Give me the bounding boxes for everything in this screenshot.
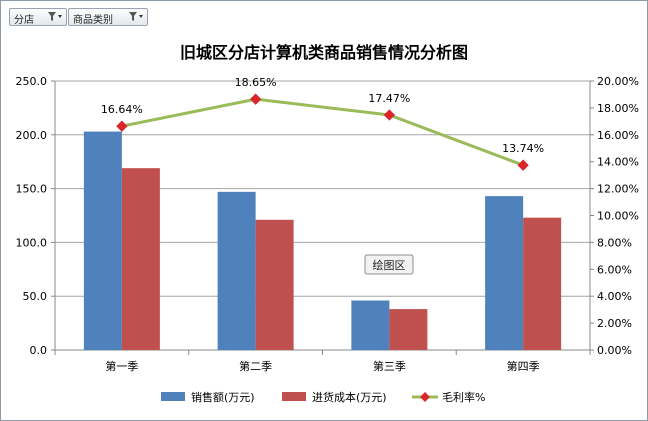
right-axis-tick-label: 10.00% — [597, 210, 639, 223]
axes: 0.0 50.0 100.0 150.0 200.0 250.0 0.00% 2.00% 4.0… — [16, 75, 639, 373]
bar-cost — [523, 217, 562, 350]
left-axis-tick-label: 0.0 — [30, 344, 48, 357]
right-axis-tick-label: 20.00% — [597, 75, 639, 88]
category-label: 第四季 — [507, 359, 540, 373]
legend-label: 毛利率% — [442, 390, 485, 404]
bar-sales — [217, 191, 256, 350]
margin-data-label: 18.65% — [235, 76, 277, 89]
right-axis-tick-label: 0.00% — [597, 344, 632, 357]
right-axis-tick-label: 12.00% — [597, 183, 639, 196]
category-label: 第二季 — [239, 359, 272, 373]
bar-cost — [389, 309, 428, 350]
left-axis-tick-label: 150.0 — [16, 183, 48, 196]
legend-swatch — [282, 392, 306, 401]
margin-line: 16.64% 18.65% 17.47% 13.74% — [101, 76, 544, 171]
right-axis-tick-label: 18.00% — [597, 102, 639, 115]
bar-sales — [351, 300, 390, 350]
left-axis-tick-label: 50.0 — [23, 290, 48, 303]
margin-data-label: 13.74% — [502, 142, 544, 155]
filter-icon — [48, 12, 62, 21]
filter-label-category: 商品类别 — [73, 15, 113, 26]
legend-marker — [420, 392, 430, 402]
chart-title: 旧城区分店计算机类商品销售情况分析图 — [180, 43, 468, 62]
right-axis-tick-label: 8.00% — [597, 236, 632, 249]
bars — [83, 131, 562, 350]
left-axis-tick-label: 200.0 — [16, 129, 48, 142]
plot-area-tooltip: 绘图区 — [364, 254, 414, 275]
category-label: 第一季 — [105, 359, 138, 373]
left-axis-tick-label: 250.0 — [16, 75, 48, 88]
margin-line-marker — [116, 120, 128, 132]
margin-data-label: 17.47% — [368, 92, 410, 105]
right-axis-tick-label: 2.00% — [597, 317, 632, 330]
filter-label-store: 分店 — [14, 15, 34, 26]
category-label: 第三季 — [373, 359, 406, 373]
right-axis-tick-label: 14.00% — [597, 156, 639, 169]
right-axis-tick-label: 16.00% — [597, 129, 639, 142]
legend-label: 进货成本(万元) — [312, 390, 387, 404]
margin-line-marker — [517, 159, 529, 171]
right-axis-tick-label: 4.00% — [597, 290, 632, 303]
filter-button-store[interactable]: 分店 — [9, 8, 67, 26]
filter-button-category[interactable]: 商品类别 — [68, 8, 148, 26]
legend: 销售额(万元) 进货成本(万元) 毛利率% — [161, 390, 485, 404]
bar-sales — [485, 196, 524, 350]
right-axis-tick-label: 6.00% — [597, 263, 632, 276]
legend-swatch — [161, 392, 185, 401]
legend-label: 销售额(万元) — [191, 390, 255, 404]
margin-line-path — [121, 97, 524, 167]
margin-line-marker — [249, 93, 262, 105]
bar-cost — [255, 219, 294, 350]
filter-icon — [129, 12, 143, 21]
margin-line-marker — [383, 109, 396, 121]
margin-data-label: 16.64% — [101, 103, 143, 116]
bar-sales — [83, 131, 122, 350]
plot-area-tooltip-text: 绘图区 — [373, 258, 406, 272]
left-axis-tick-label: 100.0 — [16, 236, 48, 249]
bar-cost — [121, 168, 160, 350]
